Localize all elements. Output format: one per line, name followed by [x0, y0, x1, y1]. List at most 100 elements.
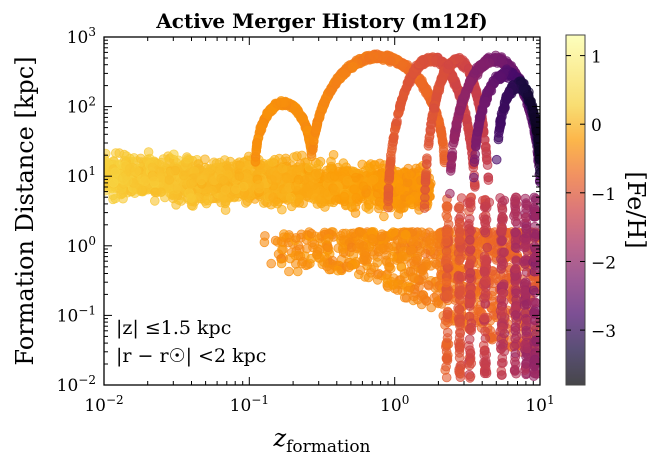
scatter-point	[496, 370, 507, 380]
scatter-point	[351, 193, 362, 203]
scatter-point	[326, 156, 336, 167]
scatter-point	[289, 152, 299, 162]
scatter-point	[415, 246, 426, 256]
scatter-point	[454, 218, 465, 229]
scatter-point	[416, 57, 426, 68]
scatter-point	[519, 300, 530, 310]
scatter-point	[510, 242, 521, 253]
scatter-point	[266, 258, 277, 269]
scatter-point	[368, 50, 379, 61]
scatter-point	[456, 271, 467, 282]
scatter-point	[252, 139, 262, 149]
scatter-point	[313, 244, 323, 254]
scatter-point	[263, 109, 273, 119]
scatter-point	[376, 231, 387, 242]
scatter-point	[408, 238, 418, 248]
scatter-point	[367, 233, 377, 244]
scatter-point	[304, 162, 315, 173]
scatter-point	[497, 235, 508, 246]
scatter-point	[384, 170, 395, 180]
scatter-point	[272, 99, 282, 109]
scatter-point	[497, 213, 508, 223]
scatter-point	[313, 253, 324, 263]
scatter-point	[291, 233, 301, 243]
scatter-point	[331, 79, 341, 90]
scatter-point	[148, 171, 158, 182]
scatter-point	[416, 78, 426, 89]
scatter-point	[455, 319, 466, 329]
scatter-point	[478, 340, 489, 351]
scatter-point	[389, 125, 400, 136]
scatter-point	[464, 214, 475, 224]
scatter-point	[311, 169, 322, 179]
scatter-point	[213, 162, 223, 173]
scatter-point	[392, 116, 402, 126]
scatter-point	[364, 204, 374, 214]
chart-title: Active Merger History (m12f)	[155, 9, 487, 33]
scatter-point	[418, 264, 428, 275]
scatter-point	[393, 176, 403, 187]
scatter-point	[496, 333, 507, 344]
scatter-point	[370, 160, 381, 170]
scatter-point	[250, 157, 261, 167]
scatter-point	[316, 193, 326, 204]
scatter-point	[480, 291, 491, 302]
scatter-point	[409, 273, 420, 284]
scatter-point	[292, 162, 303, 172]
scatter-point	[409, 256, 419, 267]
scatter-point	[397, 59, 408, 70]
scatter-point	[277, 163, 288, 174]
scatter-point	[497, 288, 508, 299]
scatter-point	[293, 250, 304, 261]
scatter-point	[431, 259, 442, 270]
scatter-point	[286, 201, 297, 212]
scatter-point	[323, 242, 333, 253]
scatter-point	[366, 176, 377, 187]
scatter-point	[381, 250, 392, 260]
scatter-point	[360, 272, 370, 282]
scatter-point	[497, 306, 508, 317]
scatter-point	[465, 373, 475, 383]
scatter-point	[267, 174, 277, 185]
scatter-point	[314, 112, 325, 122]
scatter-point	[440, 255, 451, 266]
scatter-point	[257, 119, 268, 129]
scatter-point	[339, 68, 349, 79]
scatter-point	[496, 254, 506, 264]
scatter-point	[442, 309, 453, 320]
scatter-point	[136, 185, 146, 195]
scatter-point	[464, 198, 475, 208]
scatter-point	[308, 135, 319, 146]
scatter-point	[441, 210, 452, 220]
scatter-point	[372, 188, 383, 199]
scatter-point	[454, 366, 464, 377]
scatter-point	[509, 195, 520, 205]
scatter-point	[140, 176, 150, 186]
scatter-point	[454, 255, 465, 266]
scatter-point	[281, 173, 292, 183]
scatter-point	[402, 177, 413, 188]
scatter-point	[339, 191, 350, 202]
scatter-point	[520, 259, 530, 269]
scatter-point	[520, 286, 530, 297]
scatter-point	[290, 182, 301, 192]
scatter-point	[454, 304, 465, 315]
scatter-point	[142, 154, 153, 165]
scatter-point	[510, 227, 520, 238]
scatter-point	[150, 196, 160, 206]
scatter-point	[169, 149, 179, 160]
scatter-point	[404, 169, 414, 180]
scatter-point	[441, 277, 452, 288]
scatter-point	[267, 157, 278, 167]
scatter-point	[456, 285, 466, 296]
scatter-point	[121, 151, 132, 161]
scatter-point	[234, 171, 245, 181]
scatter-point	[110, 193, 120, 204]
scatter-point	[454, 342, 465, 353]
scatter-point	[400, 229, 411, 240]
scatter-point	[348, 62, 358, 72]
scatter-point	[342, 176, 353, 186]
scatter-point	[466, 225, 477, 236]
scatter-point	[510, 322, 521, 333]
scatter-point	[529, 309, 540, 319]
